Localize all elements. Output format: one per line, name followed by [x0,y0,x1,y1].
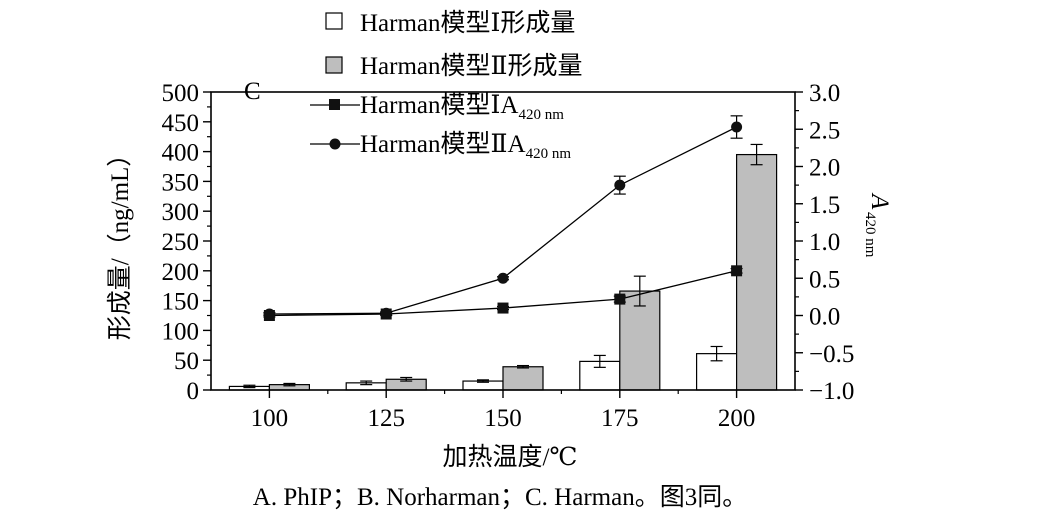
y-left-tick-label: 400 [162,140,200,167]
legend-label-bar-1: Harman模型Ⅰ形成量 [360,9,575,37]
bars-layer [228,143,778,391]
y-left-tick-label: 150 [162,289,200,316]
legend-label-line-2: Harman模型ⅡA420 nm [360,130,571,162]
y-left-tick-label: 0 [187,378,200,405]
line-point-circle [380,307,392,319]
legend-marker-circle [329,138,341,150]
y-right-tick-label: 0.5 [809,266,840,293]
line-point-square [731,265,743,277]
line-point-circle [731,121,743,133]
y-left-tick-label: 450 [162,110,200,137]
x-tick-label: 125 [367,405,405,432]
lines-layer [263,115,743,321]
y-left-tick-label: 100 [162,318,200,345]
y-left-tick-label: 250 [162,229,200,256]
bar-error-series-2 [283,382,296,387]
y-right-tick-label: 2.5 [809,117,840,144]
y-right-tick-label: −1.0 [809,378,854,405]
bar-error-series-1 [477,379,489,383]
bar-error-series-2 [633,275,646,307]
y-right-tick-label: 0.0 [809,304,840,331]
line-point-square [614,293,626,305]
bar-error-series-1 [360,380,373,386]
legend: Harman模型Ⅰ形成量 Harman模型Ⅱ形成量 Harman模型ⅠA420 … [310,9,583,162]
y-right-tick-label: 2.0 [809,155,840,182]
x-tick-label: 175 [601,405,639,432]
y-right-tick-label: 1.0 [809,229,840,256]
bar-error-series-1 [243,384,256,389]
legend-label-line-1-main: Harman模型ⅠA [360,91,518,119]
legend-swatch-bar-1 [325,12,343,30]
line-point-square [497,302,509,314]
legend-label-line-1-sub: 420 nm [518,107,564,123]
y-left-tick-label: 50 [174,348,199,375]
bar-error-series-1 [593,354,606,368]
line-point-circle [614,179,626,191]
bar-series-2 [735,153,778,391]
legend-label-bar-2: Harman模型Ⅱ形成量 [360,52,583,80]
legend-label-line-2-sub: 420 nm [526,146,572,162]
legend-label-line-1: Harman模型ⅠA420 nm [360,91,564,123]
x-axis-label: 加热温度/℃ [443,443,578,471]
legend-label-line-2-main: Harman模型ⅡA [360,130,526,158]
x-tick-label: 100 [251,405,289,432]
x-tick-label: 150 [484,405,522,432]
axes-layer: 050100150200250300350400450500−1.0−0.50.… [162,80,855,432]
y-left-tick-label: 500 [162,80,200,107]
line-point-circle [263,308,275,320]
bar-series-2 [502,366,544,391]
y-left-tick-label: 350 [162,169,200,196]
y-right-tick-label: −0.5 [809,341,854,368]
y-right-axis-label-sub: 420 nm [862,212,878,258]
legend-swatch-bar-2 [325,56,343,74]
y-right-axis-label: A 420 nm [862,192,893,258]
bar-error-series-2 [400,376,413,382]
y-left-tick-label: 200 [162,259,200,286]
x-tick-label: 200 [718,405,756,432]
y-right-tick-label: 3.0 [809,80,840,107]
line-point-circle [497,272,509,284]
figure-caption: A. PhIP；B. Norharman；C. Harman。图3同。 [253,484,747,511]
y-left-tick-label: 300 [162,199,200,226]
y-right-tick-label: 1.5 [809,192,840,219]
legend-marker-square [329,99,340,110]
panel-label: C [244,78,261,105]
bar-error-series-1 [710,345,723,362]
bar-error-series-2 [517,364,529,369]
bar-error-series-2 [750,143,763,166]
y-left-axis-label: 形成量/（ng/mL） [106,142,134,341]
y-right-axis-label-main: A [866,192,893,210]
